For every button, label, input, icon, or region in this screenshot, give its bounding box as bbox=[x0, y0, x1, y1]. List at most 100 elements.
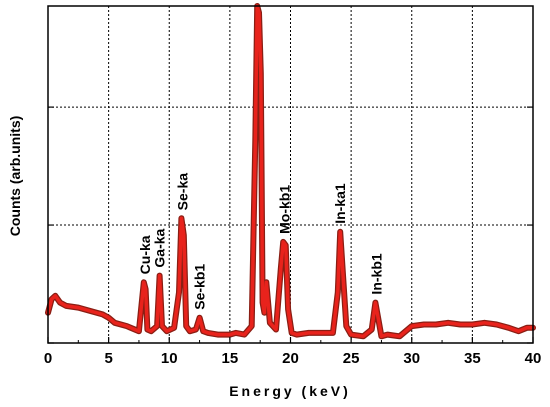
data-point bbox=[370, 328, 373, 331]
data-point bbox=[263, 311, 266, 314]
data-point bbox=[250, 325, 253, 327]
data-point bbox=[350, 333, 352, 336]
data-point bbox=[517, 330, 520, 333]
x-tick-label: 30 bbox=[403, 350, 420, 367]
data-point bbox=[280, 268, 282, 270]
data-point bbox=[265, 281, 268, 284]
data-point bbox=[198, 316, 201, 319]
data-point bbox=[89, 310, 92, 312]
data-point bbox=[166, 330, 168, 333]
data-point bbox=[495, 323, 498, 326]
data-point bbox=[339, 230, 342, 233]
data-point bbox=[269, 321, 271, 324]
y-axis-title: Counts (arb.units) bbox=[7, 116, 23, 237]
data-point bbox=[142, 281, 145, 284]
x-tick-label: 20 bbox=[282, 350, 299, 367]
data-point bbox=[287, 308, 289, 311]
data-point bbox=[138, 330, 140, 333]
data-point bbox=[282, 241, 285, 243]
data-point bbox=[435, 323, 437, 326]
peak-label: In-kb1 bbox=[369, 253, 385, 294]
data-point bbox=[158, 274, 161, 277]
data-point bbox=[189, 330, 191, 333]
data-point bbox=[295, 333, 298, 336]
data-point bbox=[507, 327, 510, 329]
data-point bbox=[185, 325, 188, 327]
data-point bbox=[261, 301, 264, 304]
data-point bbox=[386, 333, 389, 336]
data-point bbox=[341, 268, 344, 270]
peak-label: Ga-ka bbox=[152, 228, 168, 267]
data-point bbox=[398, 335, 401, 338]
data-point bbox=[471, 323, 474, 326]
data-point bbox=[178, 291, 180, 294]
data-point bbox=[156, 325, 158, 327]
data-point bbox=[290, 332, 293, 334]
data-point bbox=[483, 321, 486, 324]
data-point bbox=[377, 315, 379, 317]
peak-label: Mo-kb1 bbox=[276, 185, 292, 234]
data-point bbox=[150, 330, 152, 333]
peak-label: In-ka1 bbox=[332, 183, 348, 224]
x-tick-label: 15 bbox=[222, 350, 239, 367]
x-tick-label: 40 bbox=[525, 350, 542, 367]
data-point bbox=[107, 316, 110, 319]
x-tick-label: 10 bbox=[161, 350, 178, 367]
peak-label: Se-kb1 bbox=[192, 264, 208, 310]
data-point bbox=[423, 323, 425, 326]
data-point bbox=[235, 332, 237, 334]
data-point bbox=[284, 244, 287, 247]
data-point bbox=[161, 325, 163, 327]
data-point bbox=[101, 313, 104, 316]
data-point bbox=[410, 325, 413, 327]
x-tick-labels: 0 5 10 15 20 25 30 35 40 bbox=[44, 350, 542, 367]
data-point bbox=[65, 305, 67, 307]
data-point bbox=[216, 333, 219, 336]
data-point bbox=[180, 217, 183, 220]
data-point bbox=[259, 72, 262, 75]
data-point bbox=[126, 325, 128, 327]
x-axis-title: Energy (keV) bbox=[229, 383, 351, 399]
data-point bbox=[183, 234, 185, 236]
data-point bbox=[113, 321, 116, 324]
x-tick-label: 0 bbox=[44, 350, 52, 367]
data-point bbox=[173, 327, 175, 329]
data-point bbox=[362, 335, 365, 338]
x-tick-label: 35 bbox=[464, 350, 481, 367]
spectrum-line bbox=[46, 4, 535, 339]
x-tick-label: 5 bbox=[104, 350, 112, 367]
data-point bbox=[345, 325, 348, 327]
data-point bbox=[50, 298, 53, 300]
grid bbox=[48, 6, 533, 343]
data-point bbox=[459, 323, 462, 326]
data-point bbox=[59, 301, 61, 304]
spectrum-series bbox=[45, 3, 536, 340]
data-point bbox=[54, 295, 57, 297]
data-point bbox=[202, 330, 204, 333]
data-point bbox=[332, 332, 334, 334]
data-point bbox=[380, 335, 383, 338]
data-point bbox=[526, 327, 528, 329]
peak-labels: Cu-kaGa-kaSe-kaSe-kb1Mo-ka1Mo-kb1In-ka1I… bbox=[137, 173, 385, 310]
data-point bbox=[254, 140, 257, 142]
data-point bbox=[307, 332, 310, 334]
data-point bbox=[404, 330, 407, 333]
x-tick-label: 25 bbox=[343, 350, 360, 367]
data-point bbox=[243, 333, 246, 336]
data-point bbox=[207, 332, 209, 334]
data-point bbox=[77, 306, 80, 309]
peak-label: Cu-ka bbox=[137, 235, 153, 274]
data-point bbox=[447, 321, 449, 324]
data-point bbox=[374, 301, 377, 304]
data-point bbox=[336, 291, 339, 294]
data-point bbox=[258, 11, 260, 14]
data-point bbox=[320, 332, 322, 334]
axis-ticks bbox=[47, 106, 534, 344]
data-point bbox=[144, 288, 147, 290]
data-point bbox=[195, 328, 197, 331]
data-point bbox=[275, 328, 277, 331]
peak-label: Se-ka bbox=[175, 173, 191, 211]
data-point bbox=[146, 328, 149, 331]
